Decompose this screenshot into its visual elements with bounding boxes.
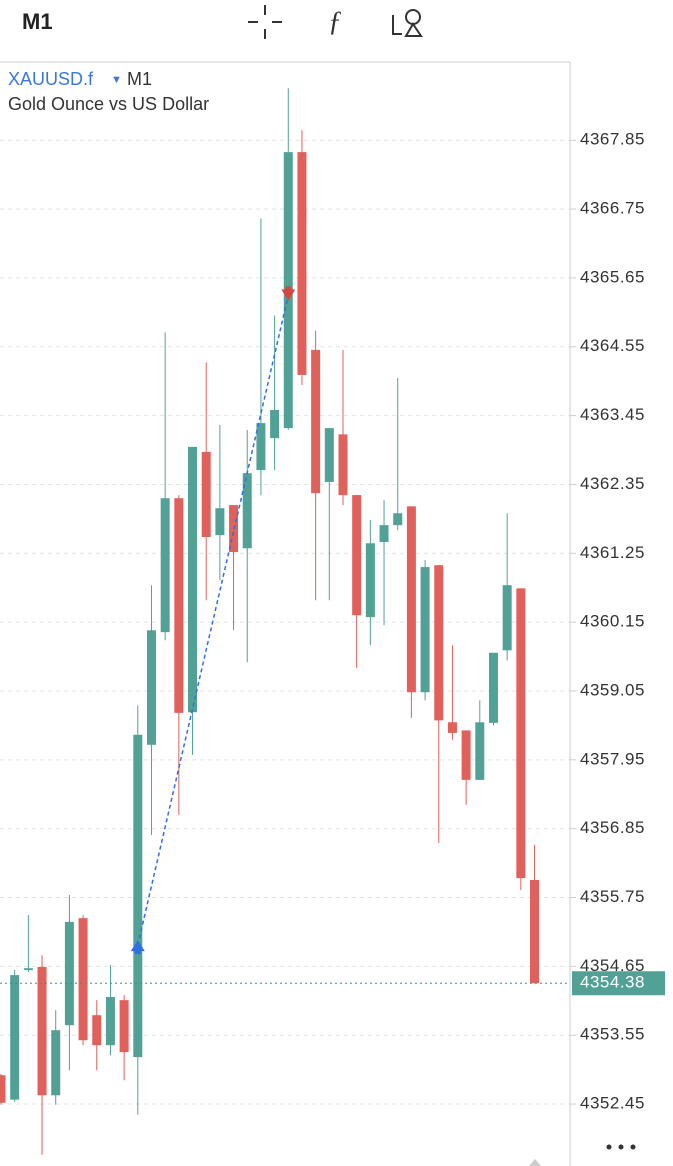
scroll-marker [529, 1159, 541, 1166]
candle-body [338, 434, 348, 496]
y-tick-label: 4362.35 [580, 474, 645, 493]
objects-icon[interactable] [392, 9, 423, 37]
candle-body [215, 508, 225, 536]
y-tick-label: 4353.55 [580, 1025, 645, 1044]
candle-body [502, 585, 512, 651]
candle-body [365, 543, 375, 618]
candle-body [488, 652, 498, 723]
y-tick-label: 4364.55 [580, 336, 645, 355]
y-tick-label: 4356.85 [580, 818, 645, 837]
y-tick-label: 4360.15 [580, 612, 645, 631]
candle-body [146, 630, 156, 745]
buy-arrow [130, 940, 145, 955]
candle-body [270, 409, 280, 439]
symbol-dropdown[interactable]: ▼ [111, 74, 122, 86]
candle-body [51, 1030, 61, 1096]
y-tick-label: 4355.75 [580, 887, 645, 906]
y-tick-label: 4366.75 [580, 199, 645, 218]
symbol[interactable]: XAUUSD.f [8, 69, 94, 89]
trade-line [137, 295, 290, 946]
candle-body [447, 722, 457, 733]
crosshair-icon[interactable] [248, 5, 282, 39]
y-tick-label: 4363.45 [580, 405, 645, 424]
candle-body [393, 513, 403, 526]
candle-body [10, 975, 20, 1100]
y-tick-label: 4357.95 [580, 749, 645, 768]
sell-arrow [281, 286, 296, 301]
candle-body [23, 968, 33, 971]
candle-body [78, 918, 88, 1041]
candle-body [201, 451, 211, 538]
candle-body [516, 588, 526, 879]
candle-body [352, 495, 362, 616]
candle-body [174, 498, 184, 713]
candle-body [133, 734, 143, 1058]
candle-body [406, 506, 416, 693]
candle-body [242, 473, 252, 549]
more-icon[interactable] [606, 1144, 636, 1150]
last-price-box [572, 971, 665, 996]
chart-title: Gold Ounce vs US Dollar [8, 94, 209, 114]
candle-body [530, 879, 540, 984]
candle-body [379, 525, 389, 543]
last-price-label: 4354.38 [580, 973, 645, 992]
plot [0, 88, 570, 1155]
candle-body [37, 966, 47, 1096]
chart-timeframe: M1 [127, 69, 152, 89]
candle-body [434, 565, 444, 721]
candle-body [324, 428, 334, 482]
y-tick-label: 4367.85 [580, 130, 645, 149]
candle-body [0, 1075, 6, 1103]
indicators-icon[interactable]: ƒ [328, 6, 342, 37]
candle-body [64, 921, 74, 1026]
candle-body [92, 1015, 102, 1046]
candle-body [256, 423, 266, 471]
y-tick-label: 4361.25 [580, 543, 645, 562]
candle-body [119, 1000, 129, 1053]
candle-body [420, 567, 430, 693]
candle-body [160, 498, 170, 633]
timeframe-button[interactable]: M1 [22, 9, 53, 34]
y-tick-label: 4352.45 [580, 1094, 645, 1113]
candle-body [188, 446, 198, 713]
candle-body [105, 997, 115, 1046]
candle-body [461, 730, 471, 780]
candle-body [475, 722, 485, 780]
candle-body [297, 152, 307, 375]
y-tick-label: 4354.65 [580, 956, 645, 975]
y-tick-label: 4359.05 [580, 680, 645, 699]
candle-body [311, 349, 321, 494]
y-tick-label: 4365.65 [580, 267, 645, 286]
